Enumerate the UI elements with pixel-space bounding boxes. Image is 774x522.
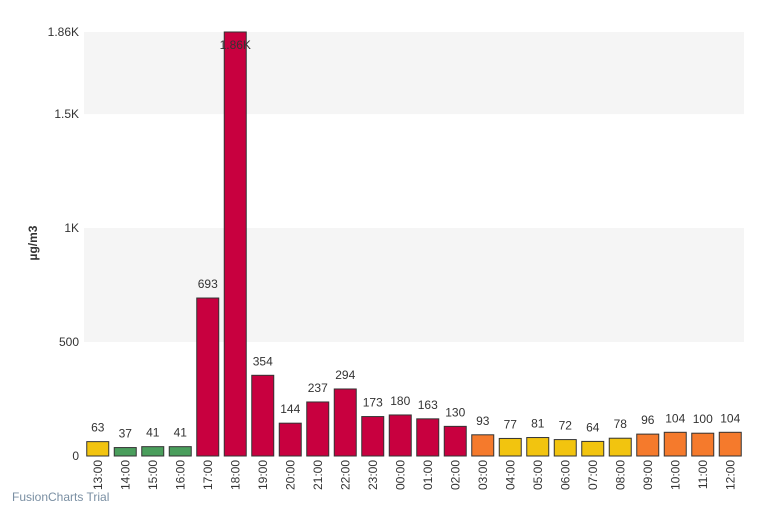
bar	[526, 437, 550, 457]
data-label: 41	[146, 426, 160, 440]
x-tick-label: 15:00	[146, 460, 160, 490]
x-tick-label: 12:00	[723, 460, 737, 490]
bar	[416, 418, 440, 457]
x-tick-label: 08:00	[613, 460, 627, 490]
data-label: 93	[476, 414, 490, 428]
x-tick-label: 16:00	[173, 460, 187, 490]
x-tick-label: 06:00	[558, 460, 572, 490]
grid-band	[84, 32, 744, 115]
data-label: 354	[253, 354, 273, 368]
x-tick-label: 14:00	[118, 460, 132, 490]
data-label: 77	[504, 417, 518, 431]
data-label: 104	[720, 411, 740, 425]
bar	[663, 431, 687, 457]
bar	[553, 439, 577, 457]
x-tick-label: 03:00	[476, 460, 490, 490]
bar	[86, 441, 110, 457]
bar	[168, 446, 192, 457]
x-tick-label: 01:00	[421, 460, 435, 490]
bar	[333, 388, 357, 457]
bar	[278, 422, 302, 457]
data-label: 100	[693, 412, 713, 426]
bar	[251, 374, 275, 457]
x-tick-label: 22:00	[338, 460, 352, 490]
y-tick-label: 500	[59, 335, 79, 349]
bar	[443, 425, 467, 457]
bar	[471, 434, 495, 457]
data-label: 294	[335, 368, 355, 382]
bar	[581, 440, 605, 457]
x-tick-label: 21:00	[311, 460, 325, 490]
bar	[223, 31, 247, 457]
bar	[718, 431, 742, 457]
bar	[196, 297, 220, 457]
data-label: 180	[390, 394, 410, 408]
x-tick-label: 02:00	[448, 460, 462, 490]
data-label: 37	[119, 427, 133, 441]
x-tick-label: 00:00	[393, 460, 407, 490]
watermark-text: FusionCharts Trial	[12, 490, 110, 504]
x-tick-label: 20:00	[283, 460, 297, 490]
x-tick-label: 19:00	[256, 460, 270, 490]
data-label: 144	[280, 402, 300, 416]
data-label: 173	[363, 396, 383, 410]
grid-bands	[84, 32, 744, 343]
data-label: 96	[641, 413, 655, 427]
y-axis: 0 500 1K 1.5K 1.86K	[48, 25, 80, 463]
y-tick-label: 1.86K	[48, 25, 79, 39]
y-tick-label: 1.5K	[54, 107, 79, 121]
x-tick-label: 10:00	[668, 460, 682, 490]
data-label: 63	[91, 421, 105, 435]
bar	[113, 447, 137, 457]
bar	[608, 437, 632, 457]
grid-band	[84, 228, 744, 343]
bars	[86, 31, 742, 457]
data-label: 78	[614, 417, 628, 431]
bar	[388, 414, 412, 457]
x-tick-label: 07:00	[586, 460, 600, 490]
x-tick-label: 23:00	[366, 460, 380, 490]
x-axis: 13:00 14:00 15:00 16:00 17:00 18:00 19:00 20:00…	[91, 460, 738, 490]
data-label: 104	[665, 411, 685, 425]
x-tick-label: 17:00	[201, 460, 215, 490]
bar	[361, 416, 385, 457]
data-label: 237	[308, 381, 328, 395]
data-labels: 63 37 41 41 693 1.86K 354 144 237 294 173 180 163 130…	[91, 38, 741, 441]
x-tick-label: 09:00	[641, 460, 655, 490]
data-label: 693	[198, 277, 218, 291]
bar	[141, 446, 165, 457]
y-tick-label: 1K	[64, 221, 79, 235]
x-tick-label: 04:00	[503, 460, 517, 490]
data-label: 163	[418, 398, 438, 412]
data-label: 1.86K	[220, 38, 251, 52]
bar	[306, 401, 330, 457]
y-tick-label: 0	[72, 449, 79, 463]
x-tick-label: 18:00	[228, 460, 242, 490]
data-label: 64	[586, 420, 600, 434]
y-axis-title: µg/m3	[26, 225, 40, 260]
data-label: 81	[531, 417, 545, 431]
bar	[691, 432, 715, 457]
data-label: 130	[445, 405, 465, 419]
data-label: 41	[174, 426, 188, 440]
x-tick-label: 05:00	[531, 460, 545, 490]
x-tick-label: 11:00	[696, 460, 710, 489]
bar	[636, 433, 660, 457]
bar	[498, 437, 522, 457]
x-tick-label: 13:00	[91, 460, 105, 490]
data-label: 72	[559, 419, 573, 433]
